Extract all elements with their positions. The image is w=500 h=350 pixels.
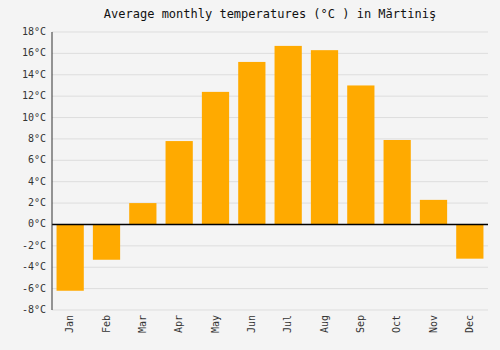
y-tick-label: 0°C (28, 218, 46, 229)
chart-svg: -8°C -6°C -4°C -2°C 0°C 2°C 4°C 6°C 8°C 10°C 12°C 1… (0, 0, 500, 350)
bar (347, 85, 374, 224)
y-tick-label: 14°C (22, 69, 46, 80)
bar (57, 224, 84, 290)
y-axis: -8°C -6°C -4°C -2°C 0°C 2°C 4°C 6°C 8°C 10°C 12°C 1… (22, 26, 46, 315)
y-tick-label: -2°C (22, 240, 46, 251)
title: Average monthly temperatures (°C ) in Mă… (104, 7, 436, 21)
bar (384, 140, 411, 224)
bar (202, 92, 229, 225)
x-tick-label: Jun (246, 315, 257, 333)
bars (57, 46, 484, 291)
grid-line (52, 96, 488, 97)
y-tick-label: -8°C (22, 304, 46, 315)
bar (166, 141, 193, 224)
x-tick-label: Feb (101, 315, 112, 333)
bar (420, 200, 447, 225)
x-tick-label: Mar (137, 315, 148, 333)
x-tick-label: Jul (282, 315, 293, 333)
y-tick-label: 2°C (28, 197, 46, 208)
grid-line (52, 224, 488, 225)
bar (129, 203, 156, 224)
x-axis: Jan Feb Mar Apr May Jun Jul Aug Sep Oct Nov Dec (64, 315, 475, 333)
background (0, 0, 500, 350)
chart-container: -8°C -6°C -4°C -2°C 0°C 2°C 4°C 6°C 8°C 10°C 12°C 1… (0, 0, 500, 350)
bar (456, 224, 483, 258)
grid-line (52, 74, 488, 75)
bar (238, 62, 265, 225)
grid (52, 32, 488, 310)
grid-line (52, 53, 488, 54)
y-tick-label: -6°C (22, 283, 46, 294)
x-tick-label: Sep (355, 315, 366, 333)
grid-line (52, 181, 488, 182)
bar (311, 50, 338, 224)
x-tick-label: May (210, 315, 221, 333)
grid-line (52, 138, 488, 139)
x-tick-label: Nov (428, 315, 439, 333)
grid-line (52, 117, 488, 118)
y-tick-label: 10°C (22, 112, 46, 123)
y-tick-label: 8°C (28, 133, 46, 144)
x-tick-label: Apr (173, 315, 184, 333)
grid-line (52, 32, 488, 33)
bar (275, 46, 302, 225)
x-tick-label: Oct (391, 315, 402, 333)
bar (93, 224, 120, 259)
y-tick-label: 4°C (28, 176, 46, 187)
y-tick-label: 6°C (28, 154, 46, 165)
y-tick-label: 12°C (22, 90, 46, 101)
y-tick-label: 16°C (22, 47, 46, 58)
y-tick-label: 18°C (22, 26, 46, 37)
zero-line (52, 224, 488, 226)
y-axis-line (52, 32, 53, 310)
grid-line (52, 288, 488, 289)
x-tick-label: Dec (464, 315, 475, 333)
x-tick-label: Jan (64, 315, 75, 333)
x-tick-label: Aug (319, 315, 330, 333)
grid-line (52, 160, 488, 161)
grid-line (52, 310, 488, 311)
grid-line (52, 267, 488, 268)
y-tick-label: -4°C (22, 261, 46, 272)
